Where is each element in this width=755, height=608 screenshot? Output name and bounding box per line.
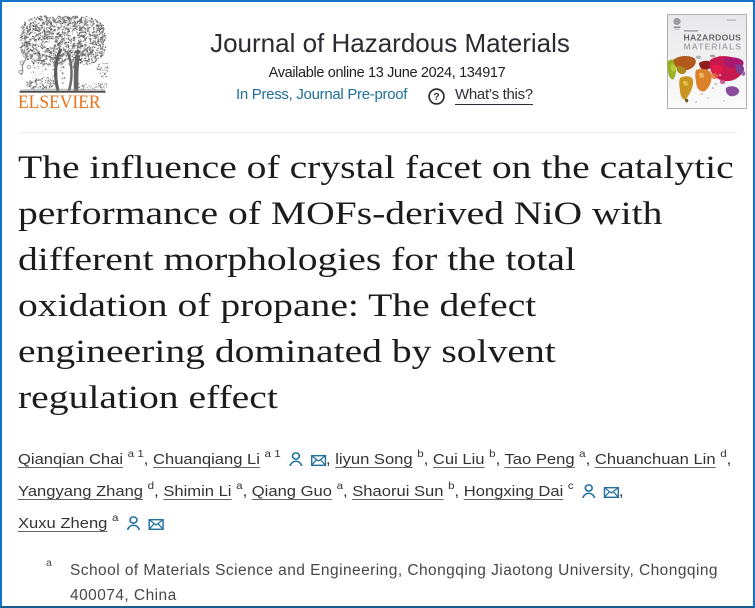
svg-text:MATERIALS: MATERIALS [684,41,743,51]
svg-text:?: ? [433,91,439,103]
svg-text:HAZARDOUS: HAZARDOUS [684,33,742,43]
